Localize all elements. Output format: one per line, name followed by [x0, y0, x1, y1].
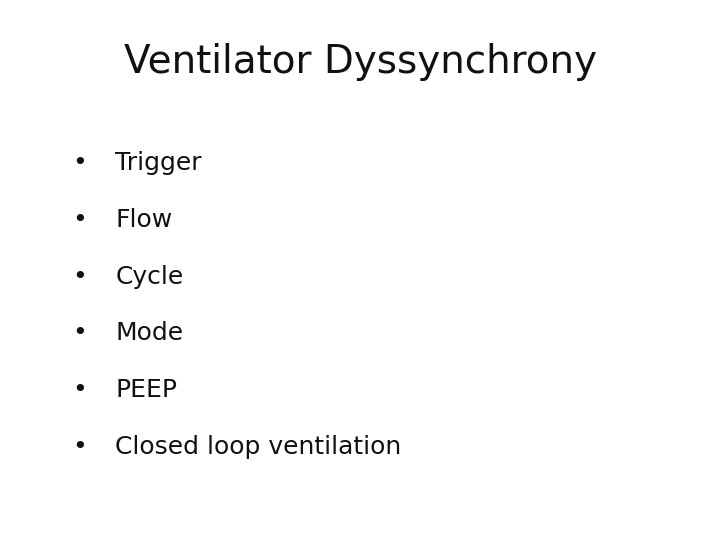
Text: Flow: Flow [115, 208, 173, 232]
Text: •: • [72, 208, 86, 232]
Text: •: • [72, 435, 86, 458]
Text: PEEP: PEEP [115, 378, 177, 402]
Text: •: • [72, 378, 86, 402]
Text: •: • [72, 151, 86, 175]
Text: •: • [72, 265, 86, 288]
Text: Mode: Mode [115, 321, 184, 345]
Text: Ventilator Dyssynchrony: Ventilator Dyssynchrony [124, 43, 596, 81]
Text: Cycle: Cycle [115, 265, 184, 288]
Text: Closed loop ventilation: Closed loop ventilation [115, 435, 402, 458]
Text: •: • [72, 321, 86, 345]
Text: Trigger: Trigger [115, 151, 202, 175]
